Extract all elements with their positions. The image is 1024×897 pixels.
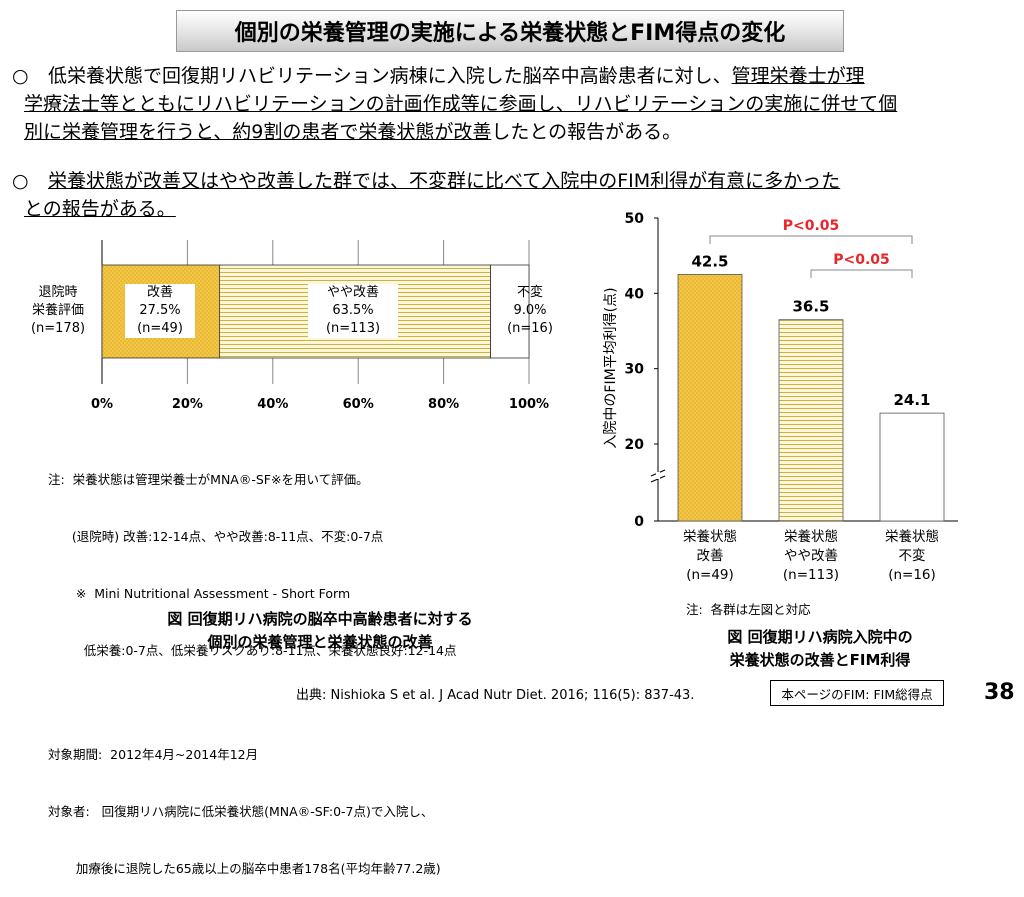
left-caption: 図 回復期リハ病院の脳卒中高齢患者に対する 個別の栄養管理と栄養状態の改善 bbox=[60, 608, 580, 654]
y-tick-label: 30 bbox=[625, 362, 645, 378]
segment-pct: 27.5% bbox=[139, 303, 181, 318]
period-line: 対象期間: 2012年4月~2014年12月 bbox=[48, 747, 259, 762]
caption-line: 図 回復期リハ病院の脳卒中高齢患者に対する bbox=[167, 610, 473, 628]
left-notes: 注: 栄養状態は管理栄養士がMNA®-SF※を用いて評価。 (退院時) 改善:1… bbox=[48, 432, 457, 897]
subject-line: 加療後に退院した65歳以上の脳卒中患者178名(平均年齢77.2歳) bbox=[48, 861, 441, 876]
y-tick-label: 40 bbox=[625, 286, 645, 302]
xcat-unchanged: 栄養状態 不変 (n=16) bbox=[870, 528, 954, 585]
x-tick-label: 80% bbox=[428, 397, 459, 412]
note-line: (退院時) 改善:12-14点、やや改善:8-11点、不変:0-7点 bbox=[48, 529, 384, 544]
segment-label-unchanged: 不変 9.0% (n=16) bbox=[498, 284, 562, 338]
row-label-line2: 栄養評価 bbox=[31, 303, 84, 318]
bullet-mark: ○ bbox=[12, 170, 29, 192]
segment-name: やや改善 bbox=[326, 285, 379, 300]
slide-title: 個別の栄養管理の実施による栄養状態とFIM得点の変化 bbox=[176, 10, 844, 52]
bullet-1-line3b: したとの報告がある。 bbox=[491, 121, 682, 143]
x-tick-label: 20% bbox=[172, 397, 203, 412]
segment-label-improve: 改善 27.5% (n=49) bbox=[125, 284, 195, 338]
bullet-1: ○ 低栄養状態で回復期リハビリテーション病棟に入院した脳卒中高齢患者に対し、管理栄… bbox=[12, 62, 1012, 146]
xcat-improve: 栄養状態 改善 (n=49) bbox=[668, 528, 752, 585]
sig-bracket bbox=[810, 269, 913, 278]
x-tick-label: 0% bbox=[91, 397, 113, 412]
xcat-line: (n=16) bbox=[888, 567, 936, 583]
sig-bracket bbox=[709, 235, 913, 244]
page-number: 38 bbox=[984, 680, 1015, 705]
bullet-1-line2: 学療法士等とともにリハビリテーションの計画作成等に参画し、リハビリテーションの実… bbox=[24, 93, 898, 115]
bullet-1-line1b: 管理栄養士が理 bbox=[731, 65, 865, 87]
segment-n: (n=49) bbox=[137, 321, 183, 336]
bar-1 bbox=[778, 319, 844, 522]
row-label: 退院時 栄養評価 (n=178) bbox=[22, 284, 94, 338]
caption-line: 個別の栄養管理と栄養状態の改善 bbox=[207, 633, 433, 651]
subject-line: 対象者: 回復期リハ病院に低栄養状態(MNA®-SF:0-7点)で入院し、 bbox=[48, 804, 434, 819]
segment-pct: 9.0% bbox=[513, 303, 547, 318]
bullet-2: ○ 栄養状態が改善又はやや改善した群では、不変群に比べて入院中のFIM利得が有意に… bbox=[12, 167, 1012, 223]
segment-name: 改善 bbox=[146, 285, 173, 300]
bullet-2-line1: 栄養状態が改善又はやや改善した群では、不変群に比べて入院中のFIM利得が有意に多… bbox=[48, 170, 841, 192]
xcat-line: 改善 bbox=[696, 548, 724, 564]
right-caption: 図 回復期リハ病院入院中の 栄養状態の改善とFIM利得 bbox=[650, 626, 990, 672]
xcat-line: 栄養状態 bbox=[885, 529, 939, 545]
segment-label-slight: やや改善 63.5% (n=113) bbox=[308, 284, 398, 338]
bar-value-label: 36.5 bbox=[792, 298, 829, 316]
x-tick-label: 40% bbox=[257, 397, 288, 412]
bar-2 bbox=[879, 412, 945, 522]
sig-label: P<0.05 bbox=[783, 218, 840, 234]
xcat-slight: 栄養状態 やや改善 (n=113) bbox=[769, 528, 853, 585]
xcat-line: やや改善 bbox=[784, 548, 838, 564]
xcat-line: (n=113) bbox=[782, 567, 840, 583]
left-stacked-chart: 0% 20% 40% 60% 80% 100% 50 40 30 20 0 42.5 36.5 24.1… bbox=[91, 211, 958, 530]
bullet-mark: ○ bbox=[12, 65, 29, 87]
xcat-line: 不変 bbox=[898, 548, 926, 564]
stacked-segment-2 bbox=[490, 264, 530, 359]
sig-label: P<0.05 bbox=[833, 252, 890, 268]
segment-n: (n=16) bbox=[507, 321, 553, 336]
xcat-line: 栄養状態 bbox=[784, 529, 838, 545]
note-line: 低栄養:0-7点、低栄養リスクあり:8-11点、栄養状態良好:12-14点 bbox=[48, 643, 457, 658]
caption-line: 栄養状態の改善とFIM利得 bbox=[729, 651, 911, 669]
bar-value-label: 42.5 bbox=[691, 253, 728, 271]
right-note: 注: 各群は左図と対応 bbox=[686, 602, 811, 617]
bullet-1-line1a: 低栄養状態で回復期リハビリテーション病棟に入院した脳卒中高齢患者に対し、 bbox=[48, 65, 732, 87]
bullet-2-line2: との報告がある。 bbox=[24, 198, 176, 220]
x-tick-label: 60% bbox=[343, 397, 374, 412]
axis-break-gap bbox=[656, 472, 660, 479]
right-ylabel: 入院中のFIM平均利得(点) bbox=[598, 248, 622, 488]
source-citation: 出典: Nishioka S et al. J Acad Nutr Diet. … bbox=[296, 688, 695, 703]
x-tick-label: 100% bbox=[509, 397, 549, 412]
segment-pct: 63.5% bbox=[332, 303, 374, 318]
xcat-line: (n=49) bbox=[686, 567, 734, 583]
fim-note-box: 本ページのFIM: FIM総得点 bbox=[770, 680, 944, 706]
y-tick-label: 0 bbox=[634, 514, 644, 530]
bar-value-label: 24.1 bbox=[893, 391, 930, 409]
bullet-1-line3a: 別に栄養管理を行うと、約9割の患者で栄養状態が改善 bbox=[24, 121, 492, 143]
ylabel-text: 入院中のFIM平均利得(点) bbox=[603, 287, 619, 449]
xcat-line: 栄養状態 bbox=[683, 529, 737, 545]
bar-0 bbox=[677, 274, 743, 522]
y-tick-label: 20 bbox=[625, 437, 645, 453]
y-tick-label: 50 bbox=[625, 211, 645, 227]
caption-line: 図 回復期リハ病院入院中の bbox=[727, 628, 913, 646]
row-label-line1: 退院時 bbox=[38, 285, 78, 300]
note-line: ※ Mini Nutritional Assessment - Short Fo… bbox=[48, 586, 351, 601]
note-line: 注: 栄養状態は管理栄養士がMNA®-SF※を用いて評価。 bbox=[48, 472, 369, 487]
segment-n: (n=113) bbox=[325, 321, 381, 336]
segment-name: 不変 bbox=[516, 285, 543, 300]
row-label-line3: (n=178) bbox=[30, 321, 86, 336]
